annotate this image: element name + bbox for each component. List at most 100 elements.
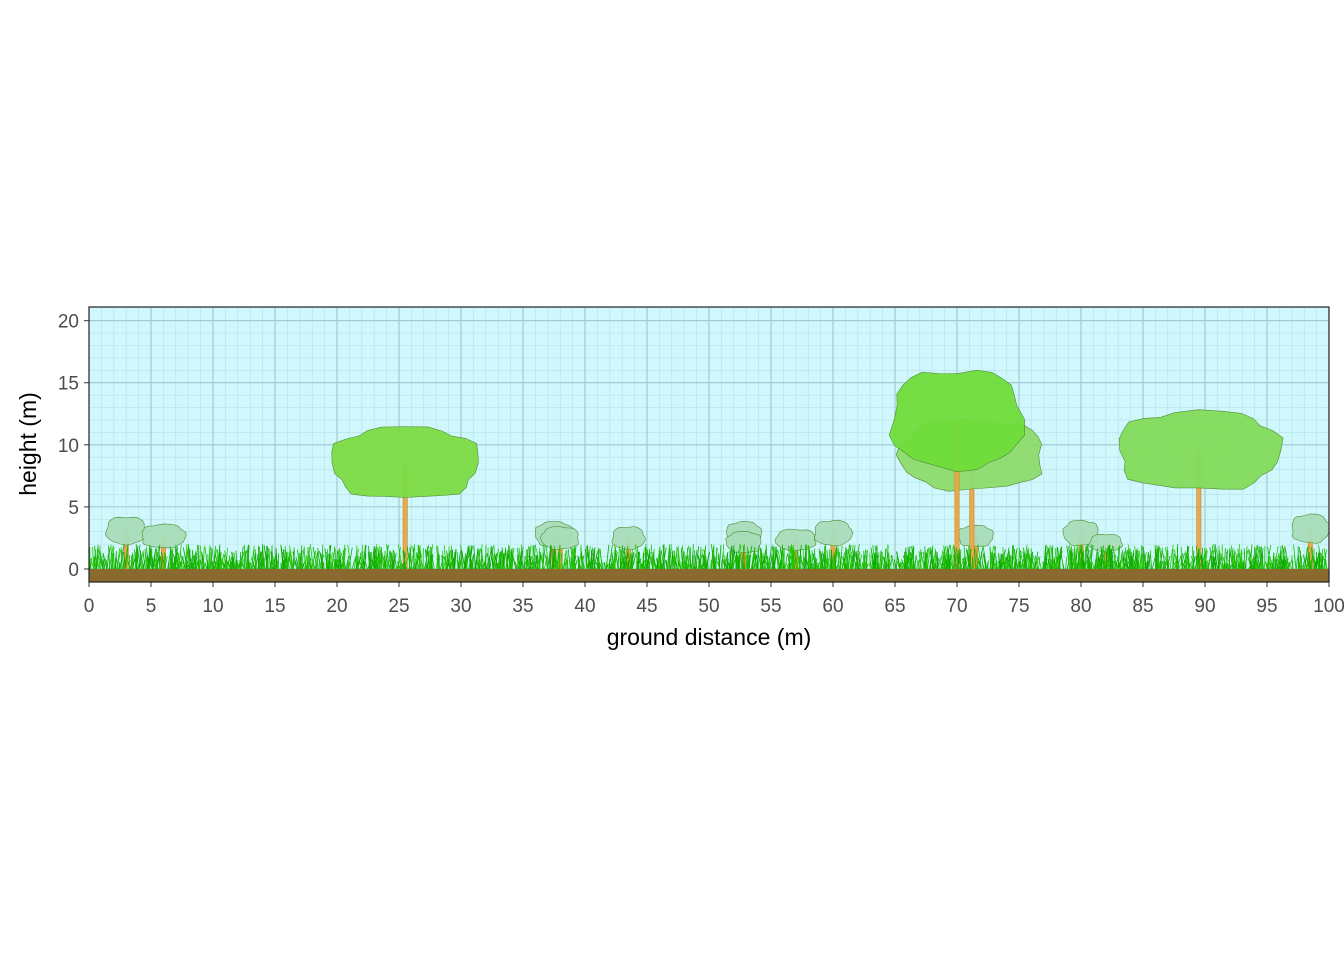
- grass-blade: [514, 562, 518, 570]
- grass-blade: [855, 544, 860, 570]
- grass-blade: [834, 547, 838, 569]
- grass-blade: [178, 544, 182, 570]
- grass-blade: [1097, 554, 1102, 570]
- grass-blade: [1284, 559, 1289, 570]
- grass-blade: [1304, 547, 1308, 570]
- grass-blade: [896, 559, 900, 570]
- grass-blade: [1095, 552, 1099, 570]
- grass-blade: [977, 544, 982, 570]
- grass-blade: [593, 549, 596, 569]
- grass-blade: [613, 552, 618, 570]
- grass-blade: [1142, 556, 1145, 570]
- x-tick-label: 20: [326, 596, 347, 617]
- grass-blade: [630, 563, 634, 570]
- grass-blade: [975, 549, 979, 570]
- grass-blade: [1087, 560, 1092, 570]
- grass-blade: [1045, 560, 1050, 570]
- grass-blade: [943, 562, 946, 570]
- x-tick-label: 70: [946, 596, 967, 617]
- x-tick-label: 30: [450, 596, 471, 617]
- grass-blade: [743, 545, 745, 569]
- grass-blade: [1248, 549, 1252, 570]
- grass-blade: [1006, 559, 1011, 570]
- grass-blade: [469, 545, 472, 569]
- grass-blade: [680, 547, 684, 569]
- grass-blade: [153, 562, 156, 570]
- grass-blade: [542, 545, 546, 570]
- grass-blade: [336, 555, 341, 570]
- plot-area: [89, 307, 1329, 582]
- grass-blade: [651, 555, 654, 569]
- grass-blade: [701, 553, 705, 570]
- grass-blade: [715, 557, 718, 569]
- grass-blade: [384, 545, 389, 570]
- grass-blade: [573, 560, 578, 570]
- grass-blade: [705, 552, 711, 570]
- grass-blade: [489, 546, 494, 570]
- grass-blade: [819, 561, 823, 570]
- grass-blade: [115, 551, 117, 569]
- grass-blade: [773, 550, 777, 570]
- grass-blade: [1059, 546, 1062, 569]
- grass-blade: [438, 557, 440, 569]
- grass-blade: [308, 554, 311, 570]
- x-tick-label: 35: [512, 596, 533, 617]
- grass-blade: [817, 562, 821, 570]
- grass-blade: [491, 551, 496, 570]
- grass-blade: [1300, 563, 1305, 570]
- grass-blade: [804, 544, 807, 569]
- grass-blade: [107, 553, 109, 569]
- grass-blade: [306, 561, 309, 570]
- grass-blade: [760, 549, 763, 569]
- grass-blade: [687, 563, 692, 570]
- y-tick-label: 0: [68, 560, 79, 581]
- grass-blade: [414, 554, 419, 570]
- grass-blade: [1273, 546, 1279, 570]
- grass-blade: [441, 555, 443, 569]
- grass-blade: [477, 548, 481, 570]
- grass-blade: [119, 544, 125, 570]
- grass-blade: [880, 552, 883, 569]
- grass-blade: [506, 552, 512, 570]
- grass-blade: [1305, 560, 1309, 570]
- grass-blade: [531, 561, 536, 570]
- grass-blade: [375, 548, 378, 569]
- grass-blade: [1065, 556, 1067, 569]
- grass-blade: [520, 546, 524, 570]
- grass-blade: [710, 560, 712, 569]
- grass-blade: [1223, 563, 1226, 570]
- grass-blade: [184, 544, 189, 570]
- grass-blade: [839, 551, 843, 569]
- grass-blade: [1032, 561, 1036, 570]
- grass-blade: [326, 556, 329, 570]
- grass-blade: [502, 552, 505, 569]
- grass-blade: [586, 546, 591, 570]
- grass-blade: [802, 549, 805, 569]
- grass-blade: [981, 562, 985, 570]
- grass-blade: [763, 557, 769, 570]
- grass-blade: [673, 548, 678, 570]
- grass-blade: [187, 544, 193, 570]
- grass-blade: [239, 551, 245, 570]
- grass-blade: [520, 555, 525, 570]
- grass-blade: [792, 547, 798, 570]
- grass-blade: [947, 548, 951, 570]
- grass-blade: [915, 556, 920, 570]
- grass-blade: [906, 554, 909, 570]
- grass-blade: [815, 561, 820, 570]
- grass-blade: [882, 562, 886, 570]
- crown: [1088, 533, 1124, 553]
- grass-blade: [683, 551, 689, 570]
- grass-blade: [935, 550, 939, 570]
- grass-blade: [1206, 562, 1209, 570]
- grass-blade: [137, 562, 140, 570]
- grass-blade: [578, 551, 582, 570]
- grass-blade: [1320, 557, 1324, 570]
- grass-blade: [1266, 545, 1272, 570]
- grass-blade: [537, 558, 541, 570]
- grass-blade: [677, 559, 682, 570]
- grass-blade: [636, 552, 639, 569]
- grass-blade: [148, 558, 153, 570]
- grass-blade: [1084, 545, 1087, 569]
- grass-blade: [668, 549, 671, 569]
